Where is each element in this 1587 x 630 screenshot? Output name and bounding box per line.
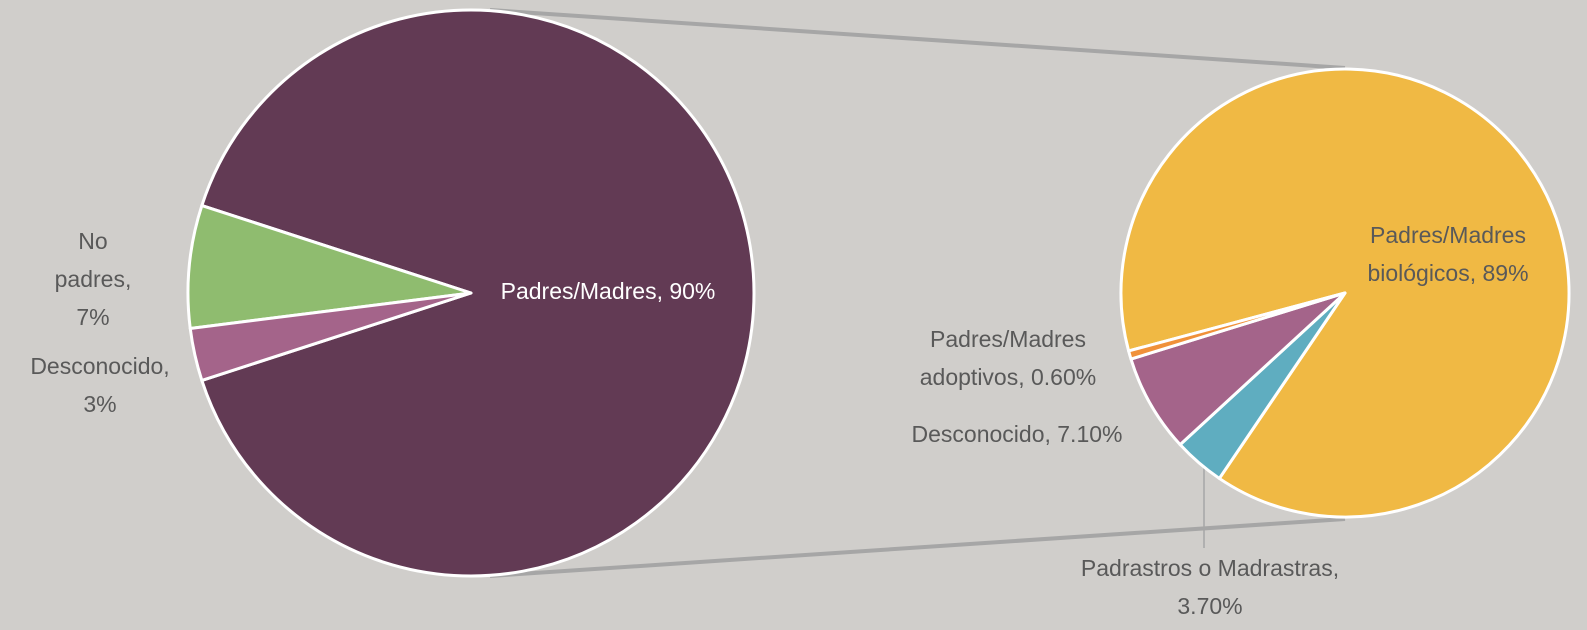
pie-slice [1127,291,1347,361]
data-label: Padres/Madres [1370,222,1526,248]
data-label: biológicos, 89% [1367,260,1528,286]
pie-slice [188,291,473,382]
data-label: 3.70% [1177,593,1242,619]
data-label: Padrastros o Madrastras, [1081,555,1339,581]
data-label: Padres/Madres, 90% [501,278,716,304]
data-label: Desconocido, 7.10% [912,421,1123,447]
data-label: Desconocido, [30,353,169,379]
connector-line [489,517,1346,578]
data-label: 7% [76,304,109,330]
data-label: No [78,228,107,254]
data-label: 3% [83,391,116,417]
data-label: adoptivos, 0.60% [920,364,1096,390]
pie-slice [186,204,473,330]
pie-slice [200,8,756,578]
data-label: padres, [55,266,132,292]
connector-line [489,8,1346,70]
data-label: Padres/Madres [930,326,1086,352]
